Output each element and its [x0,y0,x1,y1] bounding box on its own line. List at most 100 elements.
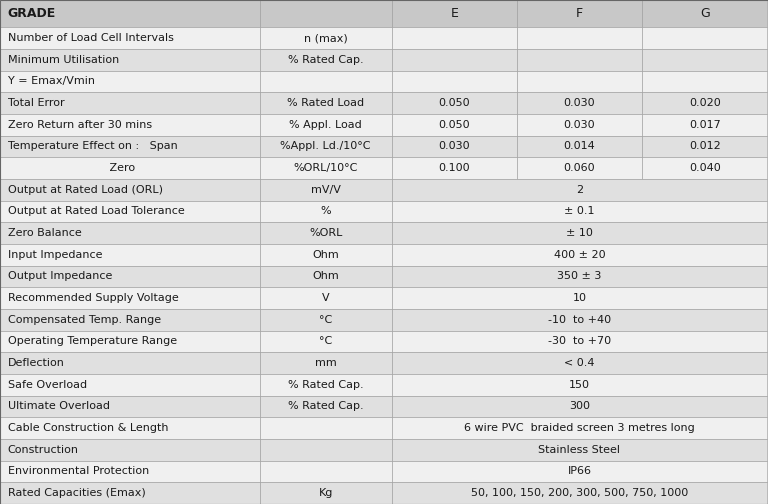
Bar [0,27,260,49]
Bar [260,461,392,482]
Text: 2: 2 [576,185,583,195]
Bar [260,92,392,114]
Bar [0,0,260,27]
Bar [392,396,767,417]
Bar [642,49,767,71]
Text: G: G [700,7,710,20]
Bar [260,482,392,504]
Text: -10  to +40: -10 to +40 [548,315,611,325]
Text: n (max): n (max) [304,33,347,43]
Bar [517,49,642,71]
Bar [0,266,260,287]
Bar [392,482,767,504]
Text: Ohm: Ohm [313,250,339,260]
Text: % Rated Load: % Rated Load [287,98,364,108]
Bar [392,49,517,71]
Bar [0,482,260,504]
Text: Zero: Zero [8,163,135,173]
Bar [260,71,392,92]
Text: 0.012: 0.012 [689,142,720,151]
Text: % Rated Cap.: % Rated Cap. [288,55,363,65]
Bar [0,374,260,396]
Bar [642,27,767,49]
Bar [392,461,767,482]
Bar [0,352,260,374]
Bar [642,157,767,179]
Bar [392,439,767,461]
Bar [392,266,767,287]
Text: Minimum Utilisation: Minimum Utilisation [8,55,119,65]
Text: Y = Emax/Vmin: Y = Emax/Vmin [8,77,94,86]
Text: 50, 100, 150, 200, 300, 500, 750, 1000: 50, 100, 150, 200, 300, 500, 750, 1000 [471,488,688,498]
Bar [0,309,260,331]
Bar [0,222,260,244]
Text: 0.020: 0.020 [689,98,720,108]
Text: Compensated Temp. Range: Compensated Temp. Range [8,315,161,325]
Text: mV/V: mV/V [311,185,340,195]
Bar [260,27,392,49]
Text: Safe Overload: Safe Overload [8,380,87,390]
Bar [0,461,260,482]
Text: 10: 10 [572,293,587,303]
Text: IP66: IP66 [568,467,591,476]
Text: 0.030: 0.030 [564,98,595,108]
Bar [0,287,260,309]
Text: ± 0.1: ± 0.1 [564,207,594,216]
Bar [392,244,767,266]
Text: F: F [576,7,583,20]
Bar [260,179,392,201]
Text: 150: 150 [569,380,590,390]
Text: Output at Rated Load (ORL): Output at Rated Load (ORL) [8,185,163,195]
Bar [392,374,767,396]
Bar [260,374,392,396]
Bar [260,287,392,309]
Text: 6 wire PVC  braided screen 3 metres long: 6 wire PVC braided screen 3 metres long [464,423,695,433]
Bar [0,157,260,179]
Text: 300: 300 [569,402,590,411]
Bar [642,114,767,136]
Text: %ORL: %ORL [309,228,343,238]
Text: 0.014: 0.014 [564,142,595,151]
Bar [0,244,260,266]
Text: °C: °C [319,315,333,325]
Text: Kg: Kg [319,488,333,498]
Text: E: E [450,7,458,20]
Bar [392,71,517,92]
Bar [642,0,767,27]
Text: %: % [320,207,331,216]
Bar [392,287,767,309]
Bar [392,114,517,136]
Bar [0,396,260,417]
Bar [0,439,260,461]
Bar [260,331,392,352]
Text: GRADE: GRADE [8,7,56,20]
Text: Zero Return after 30 mins: Zero Return after 30 mins [8,120,152,130]
Bar [260,439,392,461]
Text: 350 ± 3: 350 ± 3 [558,272,601,281]
Text: Ultimate Overload: Ultimate Overload [8,402,110,411]
Text: Input Impedance: Input Impedance [8,250,102,260]
Text: 0.040: 0.040 [689,163,720,173]
Bar [0,331,260,352]
Bar [0,114,260,136]
Text: Output Impedance: Output Impedance [8,272,112,281]
Text: Stainless Steel: Stainless Steel [538,445,621,455]
Text: Number of Load Cell Intervals: Number of Load Cell Intervals [8,33,174,43]
Bar [392,92,517,114]
Text: -30  to +70: -30 to +70 [548,337,611,346]
Bar [0,417,260,439]
Text: ± 10: ± 10 [566,228,593,238]
Bar [392,352,767,374]
Bar [260,157,392,179]
Text: 0.017: 0.017 [689,120,720,130]
Bar [260,309,392,331]
Bar [260,266,392,287]
Bar [392,136,517,157]
Bar [392,201,767,222]
Bar [517,136,642,157]
Bar [260,114,392,136]
Text: < 0.4: < 0.4 [564,358,594,368]
Text: 0.060: 0.060 [564,163,595,173]
Text: 0.050: 0.050 [439,98,470,108]
Bar [0,92,260,114]
